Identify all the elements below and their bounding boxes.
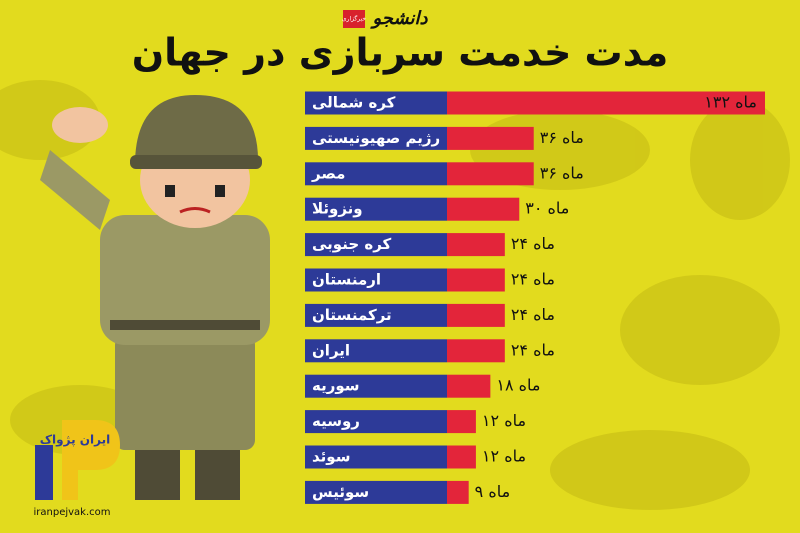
- value-label: ۳۰ ماه: [525, 199, 569, 218]
- bar: [447, 410, 476, 434]
- logo-tag-box: [343, 10, 365, 28]
- value-label: ۱۲ ماه: [482, 447, 526, 466]
- bar: [447, 91, 765, 115]
- brand-name: ایران پژواک: [40, 433, 110, 448]
- category-box: [305, 233, 447, 257]
- category-label: رژیم صهیونیستی: [312, 129, 440, 147]
- category-label: ایران: [312, 341, 350, 359]
- category-box: [305, 162, 447, 186]
- category-label: سوئد: [312, 448, 350, 466]
- value-label: ۱۳۲ ماه: [704, 93, 757, 112]
- value-label: ۱۲ ماه: [482, 411, 526, 430]
- bar: [447, 480, 469, 504]
- bar: [447, 233, 505, 257]
- value-label: ۲۴ ماه: [511, 234, 555, 253]
- logo-tag: خبرگزاری: [342, 15, 367, 23]
- bar: [447, 339, 505, 363]
- bar: [447, 197, 520, 221]
- brand-logo: [35, 420, 120, 500]
- category-box: [305, 480, 447, 504]
- value-label: ۳۶ ماه: [540, 128, 584, 147]
- category-label: مصر: [311, 164, 345, 182]
- soldier: [40, 95, 270, 500]
- category-label: ارمنستان: [312, 271, 381, 289]
- category-box: [305, 303, 447, 327]
- category-label: ونزوئلا: [312, 200, 363, 218]
- value-label: ۲۴ ماه: [511, 340, 555, 359]
- category-box: [305, 126, 447, 150]
- value-label: ۱۸ ماه: [496, 376, 540, 395]
- value-label: ۲۴ ماه: [511, 270, 555, 289]
- value-label: ۹ ماه: [475, 482, 511, 501]
- bar: [447, 374, 491, 398]
- bar: [447, 162, 534, 186]
- category-label: ترکمنستان: [312, 306, 392, 324]
- category-label: سوئیس: [312, 483, 369, 501]
- category-box: [305, 410, 447, 434]
- bar: [447, 268, 505, 292]
- category-label: سوریه: [312, 377, 360, 395]
- logo: دانشجو: [369, 8, 428, 29]
- category-box: [305, 197, 447, 221]
- bar: [447, 126, 534, 150]
- category-box: [305, 268, 447, 292]
- chart-title: مدت خدمت سربازی در جهان: [132, 31, 668, 75]
- category-label: کره شمالی: [312, 94, 396, 112]
- bar: [447, 303, 505, 327]
- bar: [447, 445, 476, 469]
- brand-site: iranpejvak.com: [33, 507, 110, 518]
- value-label: ۳۶ ماه: [540, 163, 584, 182]
- category-label: کره جنوبی: [312, 235, 392, 253]
- category-box: [305, 374, 447, 398]
- category-box: [305, 445, 447, 469]
- category-label: روسیه: [312, 412, 360, 430]
- category-box: [305, 91, 447, 115]
- value-label: ۲۴ ماه: [511, 305, 555, 324]
- category-box: [305, 339, 447, 363]
